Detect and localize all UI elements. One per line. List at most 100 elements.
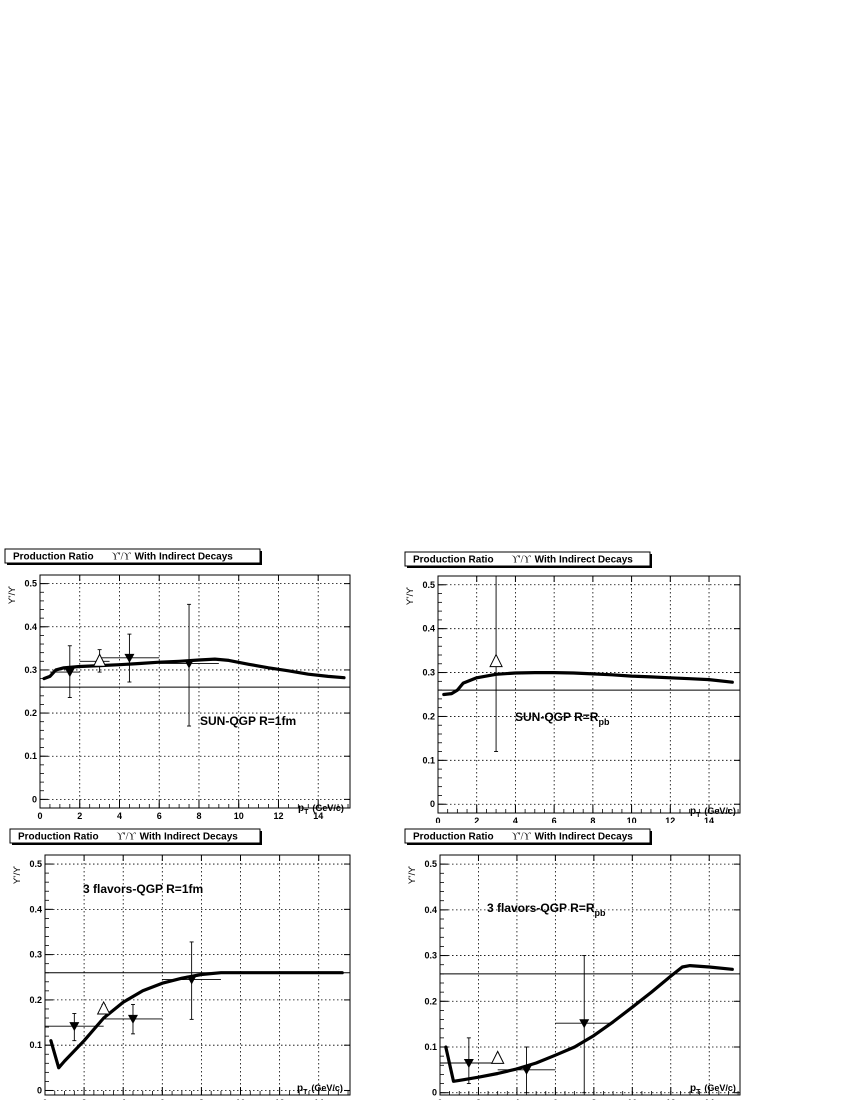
x-tick-label: 14 [314, 1098, 324, 1100]
title-box [404, 551, 651, 567]
x-axis-label-main: p [690, 1083, 696, 1094]
x-axis-label-main: p [298, 803, 304, 814]
title-box [9, 828, 261, 844]
x-axis-label: pT (GeV/c) [690, 806, 736, 819]
data-point-open [489, 653, 503, 668]
chart-title-suffix: With Indirect Decays [535, 832, 634, 843]
x-axis-label-main: p [297, 1083, 303, 1094]
model-annotation-main: 3 flavors-QGP R=1fm [83, 882, 203, 896]
y-tick-label: 0.5 [424, 859, 437, 869]
x-tick-label: 14 [704, 1098, 714, 1100]
x-tick-label: 4 [117, 811, 122, 820]
x-tick-label: 6 [157, 811, 162, 820]
data-point-down [186, 975, 197, 985]
y-tick-label: 0.5 [29, 859, 42, 869]
x-tick-label: 2 [77, 811, 82, 820]
y-tick-label: 0.4 [424, 905, 437, 915]
model-annotation-main: SUN-QGP R=R [515, 710, 599, 724]
x-tick-label: 4 [121, 1098, 126, 1100]
chart-title-prefix: Production Ratio [413, 555, 494, 566]
x-axis-label: pT (GeV/c) [298, 803, 344, 816]
x-tick-label: 0 [437, 1098, 442, 1100]
x-tick-label: 10 [234, 811, 244, 820]
x-tick-label: 4 [514, 1098, 519, 1100]
x-tick-label: 10 [236, 1098, 246, 1100]
chart-title-symbol: ϒ'/ϒ [112, 552, 132, 563]
x-tick-label: 10 [627, 816, 637, 823]
x-axis-label-sub: T [304, 809, 309, 816]
y-tick-label: 0.3 [24, 665, 37, 675]
data-point-down [127, 1014, 138, 1024]
x-axis-label-unit: (GeV/c) [311, 1083, 343, 1093]
y-tick-label: 0.3 [29, 950, 42, 960]
data-point-down [521, 1065, 532, 1075]
model-annotation-sub: pb [598, 717, 609, 727]
model-annotation-sub: pb [594, 908, 605, 918]
y-tick-label: 0.1 [24, 751, 37, 761]
x-tick-label: 2 [474, 816, 479, 823]
x-tick-label: 10 [627, 1098, 637, 1100]
y-tick-label: 0.3 [424, 951, 437, 961]
model-annotation: 3 flavors-QGP R=Rpb [487, 901, 606, 918]
y-tick-label: 0.4 [24, 622, 37, 632]
x-axis-label-unit: (GeV/c) [704, 1083, 736, 1093]
y-tick-label: 0.4 [422, 624, 435, 634]
model-annotation: SUN-QGP R=1fm [200, 714, 296, 728]
chart-title-symbol: ϒ'/ϒ [512, 555, 532, 566]
x-tick-label: 2 [82, 1098, 87, 1100]
y-tick-label: 0.3 [422, 668, 435, 678]
y-tick-label: 0 [430, 799, 435, 809]
x-tick-label: 8 [591, 1098, 596, 1100]
x-tick-label: 0 [435, 816, 440, 823]
y-axis-label: ϒ'/ϒ [7, 586, 17, 604]
x-axis-label: pT (GeV/c) [297, 1083, 343, 1096]
y-tick-label: 0 [37, 1085, 42, 1095]
title-box [404, 828, 651, 844]
x-axis-label-main: p [690, 806, 696, 817]
chart-title-suffix: With Indirect Decays [135, 552, 234, 563]
chart-title-suffix: With Indirect Decays [535, 555, 634, 566]
model-annotation-main: 3 flavors-QGP R=R [487, 901, 595, 915]
data-point-open [92, 653, 107, 667]
y-tick-label: 0.2 [24, 708, 37, 718]
x-axis-label-unit: (GeV/c) [704, 806, 736, 816]
model-annotation: 3 flavors-QGP R=1fm [83, 882, 203, 896]
x-axis-label-sub: T [696, 812, 701, 819]
data-point-down [463, 1059, 474, 1068]
x-tick-label: 12 [666, 1098, 676, 1100]
chart-title-suffix: With Indirect Decays [140, 832, 239, 843]
x-tick-label: 0 [42, 1098, 47, 1100]
data-point-down [64, 668, 75, 678]
x-tick-label: 2 [476, 1098, 481, 1100]
x-tick-label: 6 [160, 1098, 165, 1100]
y-tick-label: 0 [32, 794, 37, 804]
y-tick-label: 0.2 [422, 711, 435, 721]
data-point-down [184, 659, 195, 669]
y-tick-label: 0.1 [424, 1042, 437, 1052]
y-tick-label: 0.4 [29, 904, 42, 914]
chart-panel-1: Production Ratio ϒ'/ϒ With Indirect Decays… [4, 548, 351, 820]
data-point-open [490, 1050, 505, 1064]
model-annotation-main: SUN-QGP R=1fm [200, 714, 296, 728]
y-tick-label: 0.1 [29, 1040, 42, 1050]
x-axis-label-unit: (GeV/c) [312, 803, 344, 813]
x-tick-label: 8 [199, 1098, 204, 1100]
chart-title: Production Ratio ϒ'/ϒ With Indirect Decays [18, 832, 238, 843]
y-axis-label: ϒ'/ϒ [407, 866, 417, 884]
y-axis-label: ϒ'/ϒ [12, 866, 22, 884]
chart-title-prefix: Production Ratio [13, 552, 94, 563]
model-curve [42, 657, 346, 681]
x-tick-label: 6 [553, 1098, 558, 1100]
x-tick-label: 12 [273, 811, 283, 820]
title-box [4, 548, 261, 564]
x-axis-label-sub: T [696, 1089, 701, 1096]
y-tick-label: 0.5 [422, 580, 435, 590]
model-curve [442, 670, 734, 697]
chart-title: Production Ratio ϒ'/ϒ With Indirect Decays [413, 555, 633, 566]
plot-frame [39, 574, 351, 809]
x-axis-label-sub: T [303, 1089, 308, 1096]
x-tick-label: 12 [275, 1098, 285, 1100]
y-tick-label: 0.2 [29, 995, 42, 1005]
data-point-down [579, 1019, 590, 1029]
